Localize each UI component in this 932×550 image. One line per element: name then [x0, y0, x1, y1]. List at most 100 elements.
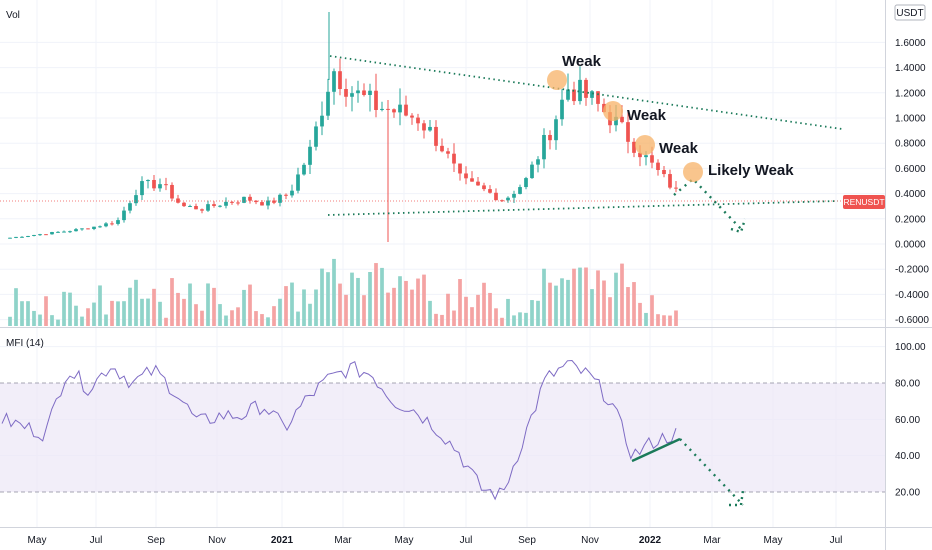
candle-body [662, 170, 666, 175]
volume-bar [230, 310, 234, 326]
candle-body [80, 228, 84, 230]
volume-bar [518, 312, 522, 326]
volume-bar [632, 282, 636, 326]
mfi-axis[interactable]: 100.00 80.00 60.00 40.00 20.00 [895, 342, 926, 498]
mfi-tick-label: 20.00 [895, 488, 920, 499]
annotation-weak-1: Weak [562, 53, 602, 70]
volume-bar [50, 315, 54, 326]
volume-bar [500, 317, 504, 326]
candle-body [404, 104, 408, 116]
volume-bar [512, 315, 516, 326]
price-tick-label: -0.2000 [895, 265, 929, 276]
weak-marker-1 [547, 70, 567, 90]
candle-body [566, 89, 570, 100]
time-tick-label: Nov [581, 535, 599, 546]
volume-bar [248, 284, 252, 326]
time-tick-label: Sep [147, 535, 165, 546]
volume-bar [32, 310, 36, 326]
volume-bar [542, 268, 546, 326]
time-tick-label: Mar [334, 535, 352, 546]
volume-bar [650, 295, 654, 326]
volume-bar [596, 270, 600, 326]
mfi-projection-path [679, 438, 744, 506]
volume-bar [530, 300, 534, 326]
candle-body [350, 93, 354, 97]
volume-bar [152, 288, 156, 326]
volume-bar [392, 287, 396, 326]
volume-bar [386, 292, 390, 326]
time-tick-label: Jul [90, 535, 103, 546]
volume-bar [662, 315, 666, 326]
volume-bar [266, 317, 270, 326]
candle-body [596, 91, 600, 104]
volume-bar [638, 302, 642, 326]
volume-bar [158, 301, 162, 326]
volume-bar [320, 268, 324, 326]
price-axis[interactable]: 1.6000 1.4000 1.2000 1.0000 0.8000 0.6000 0.40… [895, 38, 929, 326]
candle-body [584, 79, 588, 98]
candle-body [164, 184, 168, 186]
mfi-divergence-line [631, 437, 681, 463]
volume-bar [242, 289, 246, 326]
candle-body [224, 201, 228, 206]
candle-body [278, 194, 282, 203]
currency-box[interactable] [894, 4, 926, 21]
volume-bar [452, 310, 456, 326]
candle-body [194, 206, 198, 210]
volume-bar [362, 295, 366, 326]
mfi-band [0, 383, 885, 492]
mfi-tick-label: 100.00 [895, 342, 926, 353]
candle-body [548, 134, 552, 141]
price-tick-label: -0.6000 [895, 315, 929, 326]
time-axis[interactable]: May Jul Sep Nov 2021 Mar May Jul Sep Nov 2022 Mar Ma… [28, 535, 843, 546]
price-tick-label: 1.4000 [895, 63, 926, 74]
mfi-tick-label: 80.00 [895, 379, 920, 390]
price-tick-label: 1.2000 [895, 88, 926, 99]
candle-body [98, 226, 102, 228]
candle-body [362, 90, 366, 95]
candle-body [158, 184, 162, 189]
candle-body [632, 141, 636, 153]
candle-body [68, 231, 72, 233]
volume-bar [470, 307, 474, 326]
candle-body [44, 234, 48, 236]
candle-body [266, 200, 270, 206]
volume-bar [56, 319, 60, 326]
volume-bar [8, 316, 12, 326]
candle-body [356, 90, 360, 94]
volume-bar [368, 272, 372, 326]
candle-body [482, 185, 486, 190]
volume-bars [8, 258, 678, 326]
time-tick-label: Jul [830, 535, 843, 546]
volume-bar [302, 289, 306, 326]
volume-bar [110, 300, 114, 326]
candle-body [284, 194, 288, 196]
candle-body [620, 116, 624, 123]
volume-bar [254, 311, 258, 326]
candle-body [248, 196, 252, 201]
volume-bar [38, 314, 42, 326]
volume-bar [560, 278, 564, 326]
volume-bar [356, 277, 360, 326]
candle-body [170, 184, 174, 199]
candle-body [392, 109, 396, 113]
price-tick-label: 0.4000 [895, 189, 926, 200]
volume-bar [170, 278, 174, 326]
time-tick-label: Mar [703, 535, 721, 546]
volume-bar [410, 289, 414, 326]
volume-bar [164, 317, 168, 326]
weak-marker-4 [683, 162, 703, 182]
candle-body [188, 206, 192, 208]
candle-body [488, 189, 492, 193]
candle-body [290, 190, 294, 196]
candle-body [452, 153, 456, 164]
price-tag-label: RENUSDT [843, 197, 884, 207]
candle-body [128, 203, 132, 211]
volume-bar [488, 292, 492, 326]
candle-body [134, 195, 138, 204]
volume-bar [80, 316, 84, 326]
projection-path [673, 177, 744, 232]
candle-body [410, 115, 414, 118]
candle-body [62, 231, 66, 233]
